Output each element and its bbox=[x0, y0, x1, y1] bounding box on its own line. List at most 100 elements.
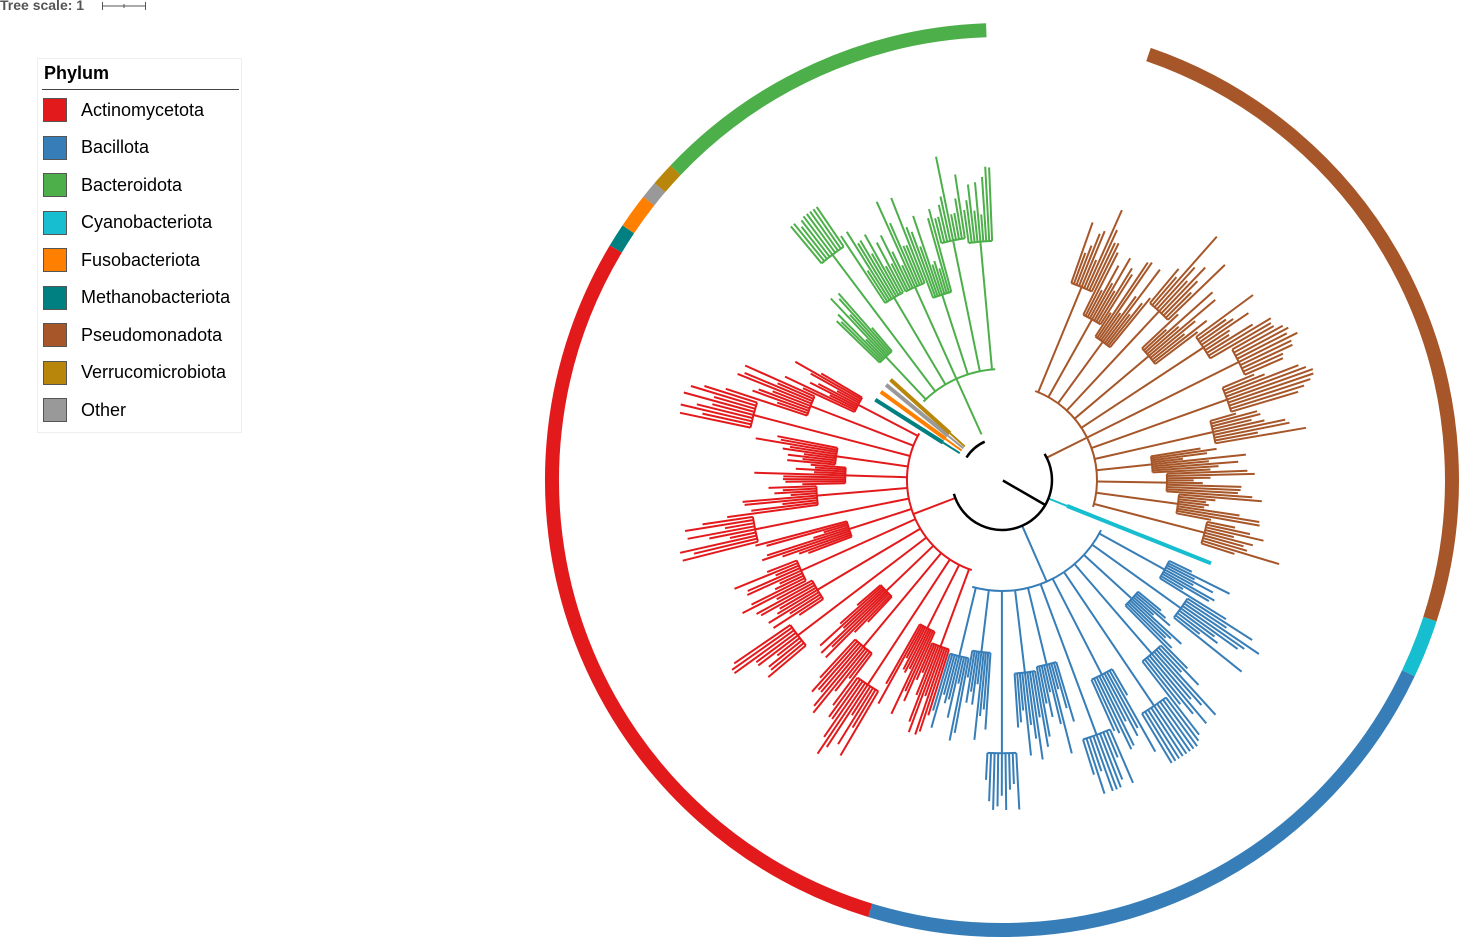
leaf-branch bbox=[1105, 313, 1131, 346]
leaf-branch bbox=[1178, 500, 1209, 507]
leaf-branch bbox=[727, 503, 818, 519]
leaf-branch bbox=[1168, 559, 1193, 573]
leaf-branch bbox=[1085, 738, 1106, 795]
leaf-branch bbox=[814, 471, 846, 475]
leaf-branch bbox=[918, 648, 948, 732]
leaf-branch bbox=[1176, 512, 1212, 521]
leaf-branch bbox=[963, 209, 970, 244]
leaf-branch bbox=[1101, 674, 1127, 722]
legend-swatch bbox=[43, 135, 67, 160]
leaf-branch bbox=[1212, 419, 1265, 433]
leaf-branch bbox=[830, 297, 887, 358]
root-branch bbox=[1002, 479, 1046, 507]
leaf-branch bbox=[1157, 646, 1183, 673]
leaf-branch bbox=[812, 208, 842, 250]
subclade-branch bbox=[939, 568, 971, 647]
subclade-branch bbox=[952, 240, 981, 372]
leaf-branch bbox=[751, 577, 806, 606]
clade-stem bbox=[1046, 436, 1088, 459]
leaf-branch bbox=[1202, 537, 1248, 552]
leaf-branch bbox=[1050, 663, 1060, 690]
leaf-branch bbox=[768, 485, 817, 489]
subclade-branch bbox=[1073, 355, 1150, 420]
leaf-branch bbox=[787, 459, 836, 466]
leaf-branch bbox=[772, 390, 811, 407]
subclade-branch bbox=[980, 590, 990, 653]
leaf-branch bbox=[948, 657, 968, 741]
leaf-branch bbox=[1102, 295, 1137, 343]
leaf-branch bbox=[1211, 413, 1261, 428]
subclade-branch bbox=[914, 286, 958, 380]
leaf-branch bbox=[790, 492, 817, 497]
leaf-branch bbox=[1225, 365, 1307, 398]
leaf-branch bbox=[1099, 273, 1133, 325]
leaf-branch bbox=[954, 174, 966, 239]
leaf-branch bbox=[1143, 328, 1167, 351]
legend-swatch bbox=[43, 173, 67, 197]
leaf-branch bbox=[1178, 493, 1262, 503]
leaf-branch bbox=[1103, 268, 1161, 344]
subclade-branch bbox=[1051, 578, 1103, 676]
leaf-branch bbox=[1178, 498, 1207, 504]
leaf-branch bbox=[816, 682, 867, 755]
legend-label: Pseudomonadota bbox=[81, 324, 223, 345]
leaf-branch bbox=[1166, 488, 1238, 495]
leaf-branch bbox=[803, 453, 836, 460]
leaf-branch bbox=[758, 388, 811, 410]
leaf-branch bbox=[1222, 373, 1255, 389]
leaf-branch bbox=[819, 638, 856, 679]
subclade-branch bbox=[893, 296, 947, 386]
leaf-branch bbox=[798, 533, 852, 555]
subclade-branch bbox=[1094, 431, 1214, 460]
leaf-branch bbox=[884, 265, 902, 295]
leaf-branch bbox=[953, 212, 960, 240]
legend-swatch bbox=[43, 398, 67, 422]
leaf-branch bbox=[879, 234, 909, 291]
leaf-branch bbox=[1141, 660, 1200, 736]
leaf-branch bbox=[914, 647, 946, 735]
leaf-branch bbox=[890, 263, 907, 292]
leaf-branch bbox=[1230, 390, 1299, 413]
leaf-branch bbox=[890, 197, 926, 284]
leaf-branch bbox=[848, 651, 871, 680]
leaf-branch bbox=[1100, 312, 1122, 341]
leaf-branch bbox=[1233, 324, 1284, 354]
legend-swatch bbox=[43, 323, 67, 347]
subclade-branch bbox=[835, 455, 909, 468]
leaf-branch bbox=[1244, 357, 1284, 376]
subclade-branch bbox=[845, 474, 908, 479]
subclade-branch bbox=[1091, 543, 1182, 610]
leaf-branch bbox=[823, 680, 864, 738]
leaf-branch bbox=[1144, 658, 1182, 705]
leaf-branch bbox=[982, 652, 990, 710]
leaf-branch bbox=[1152, 460, 1209, 468]
leaf-branch bbox=[1097, 267, 1133, 324]
subclade-branch bbox=[1073, 563, 1153, 655]
leaf-branch bbox=[1153, 705, 1188, 755]
leaf-branch bbox=[1035, 666, 1051, 737]
leaf-branch bbox=[1197, 318, 1227, 341]
leaf-branch bbox=[867, 595, 893, 623]
clade-stem bbox=[955, 378, 983, 435]
subclade-branch bbox=[1037, 286, 1083, 393]
leaf-branch bbox=[1098, 675, 1135, 746]
clade-stem bbox=[949, 432, 966, 448]
leaf-branch bbox=[817, 642, 861, 691]
leaf-branch bbox=[1148, 655, 1208, 725]
leaf-branch bbox=[1231, 325, 1275, 351]
leaf-branch bbox=[825, 593, 890, 659]
leaf-branch bbox=[744, 496, 818, 506]
leaf-branch bbox=[1147, 709, 1180, 760]
leaf-branch bbox=[684, 519, 754, 532]
leaf-branch bbox=[1153, 319, 1208, 363]
leaf-branch bbox=[783, 475, 846, 479]
clade-branch bbox=[1066, 504, 1212, 566]
leaf-branch bbox=[1109, 297, 1151, 348]
leaf-branch bbox=[802, 387, 855, 413]
leaf-branch bbox=[712, 403, 754, 416]
leaf-branch bbox=[793, 223, 826, 262]
leaf-branch bbox=[820, 372, 863, 399]
leaf-branch bbox=[1107, 302, 1143, 347]
leaf-branch bbox=[800, 226, 828, 260]
leaf-branch bbox=[734, 562, 799, 590]
